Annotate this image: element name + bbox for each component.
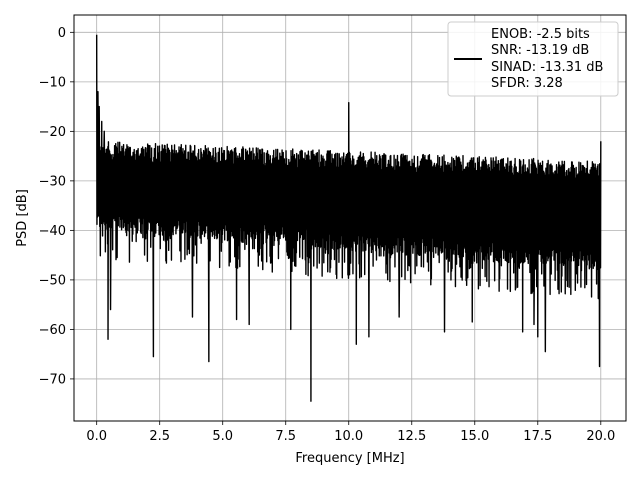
y-tick-label: 0 <box>58 26 66 41</box>
legend-line-1: ENOB: -2.5 bits <box>491 27 590 42</box>
y-tick-label: −70 <box>39 372 66 387</box>
legend: ENOB: -2.5 bits SNR: -13.19 dB SINAD: -1… <box>447 21 619 97</box>
legend-box <box>447 21 619 97</box>
x-tick-label: 15.0 <box>460 429 489 444</box>
y-tick-label: −20 <box>39 125 66 140</box>
y-axis-label: PSD [dB] <box>15 189 30 247</box>
y-tick-label: −50 <box>39 273 66 288</box>
legend-line-3: SINAD: -13.31 dB <box>491 60 603 75</box>
y-tick-label: −10 <box>39 75 66 90</box>
legend-line-4: SFDR: 3.28 <box>491 76 563 91</box>
x-tick-label: 7.5 <box>275 429 296 444</box>
x-tick-label: 17.5 <box>523 429 552 444</box>
series-group <box>95 34 602 402</box>
y-tick-label: −30 <box>39 174 66 189</box>
x-axis: 0.0 2.5 5.0 7.5 10.0 12.5 15.0 17.5 20.0 <box>86 421 615 444</box>
x-axis-label: Frequency [MHz] <box>295 451 404 466</box>
legend-line-2: SNR: -13.19 dB <box>491 43 589 58</box>
y-tick-label: −60 <box>39 323 66 338</box>
x-tick-label: 20.0 <box>586 429 615 444</box>
series-line <box>95 34 602 402</box>
plot-frame <box>73 14 627 422</box>
x-tick-label: 2.5 <box>149 429 170 444</box>
x-tick-label: 5.0 <box>212 429 233 444</box>
y-tick-label: −40 <box>39 224 66 239</box>
x-tick-label: 0.0 <box>86 429 107 444</box>
x-tick-label: 12.5 <box>397 429 426 444</box>
y-axis: 0 −10 −20 −30 −40 −50 −60 −70 <box>39 26 74 387</box>
x-tick-label: 10.0 <box>334 429 363 444</box>
